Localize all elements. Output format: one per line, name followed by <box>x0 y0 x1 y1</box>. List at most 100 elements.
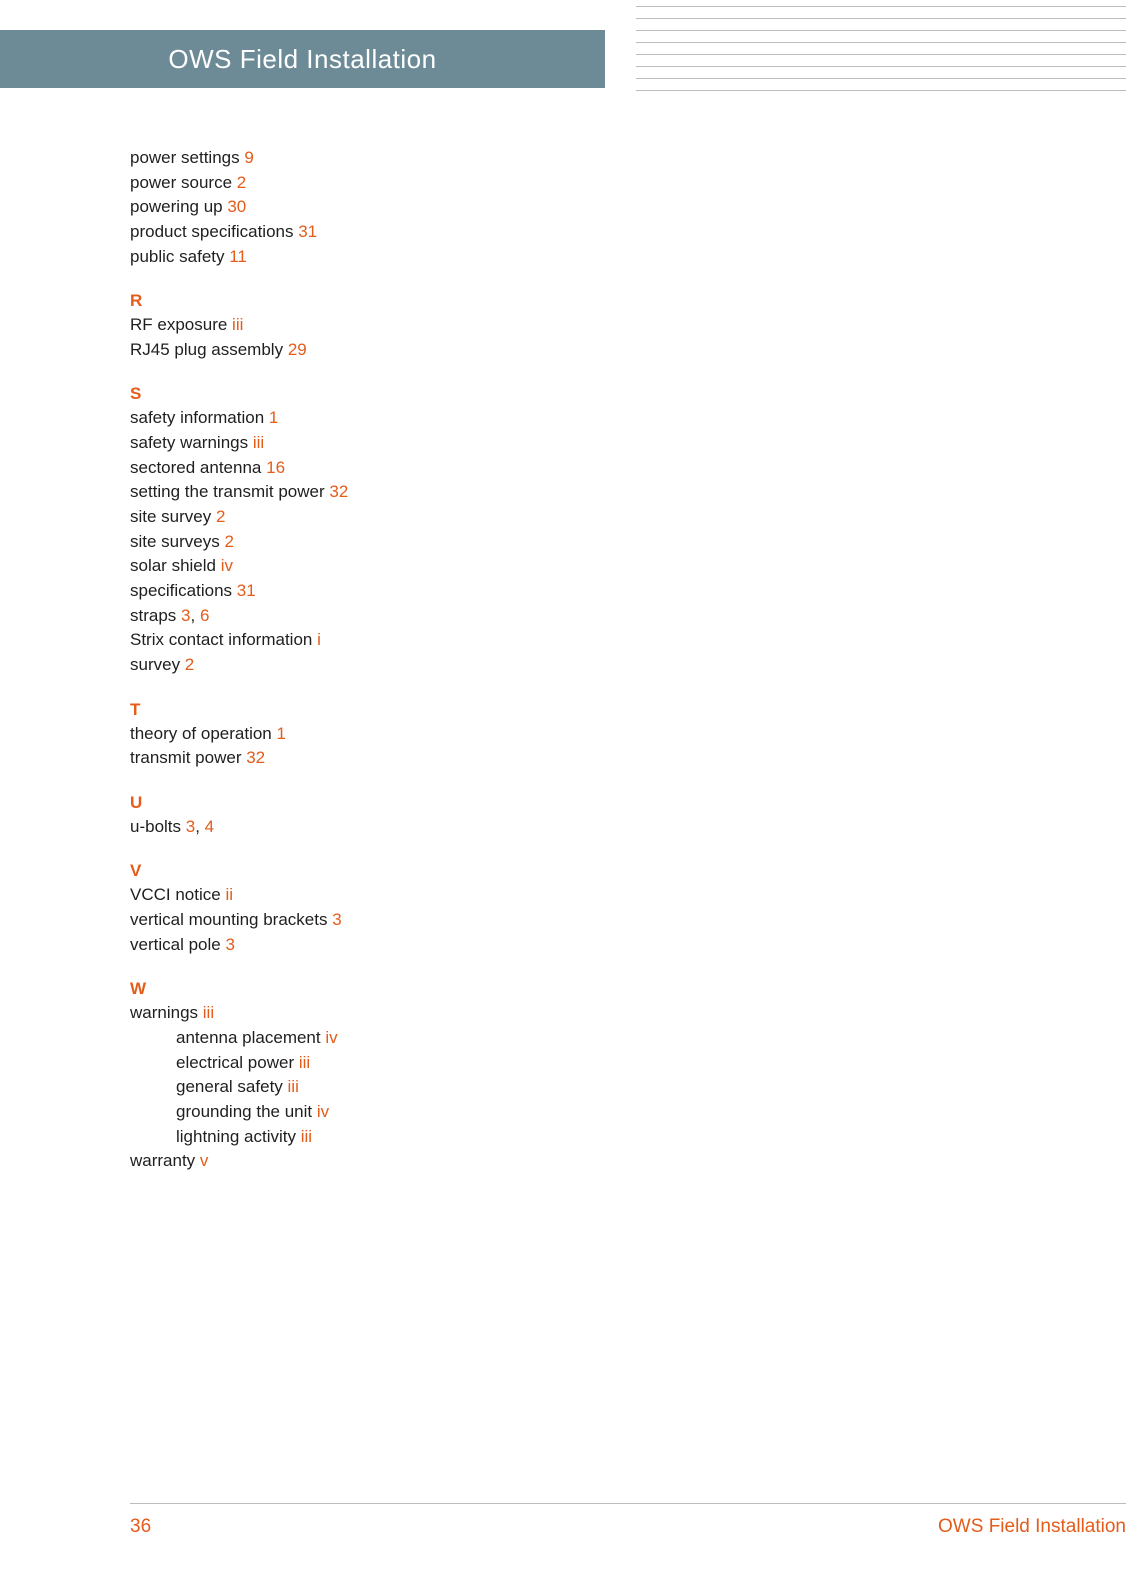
index-entry: specifications 31 <box>130 579 530 604</box>
index-page-ref[interactable]: 1 <box>276 724 285 743</box>
index-page-ref[interactable]: iv <box>317 1102 329 1121</box>
index-section-letter: V <box>130 861 530 881</box>
index-page-ref[interactable]: 3 <box>332 910 341 929</box>
index-section-letter: U <box>130 793 530 813</box>
index-page-ref[interactable]: 30 <box>227 197 246 216</box>
index-page-ref[interactable]: iii <box>203 1003 214 1022</box>
index-page-ref[interactable]: iv <box>325 1028 337 1047</box>
index-entry: VCCI notice ii <box>130 883 530 908</box>
index-entry-text: grounding the unit <box>176 1102 317 1121</box>
index-page-ref[interactable]: 32 <box>246 748 265 767</box>
index-entry: site surveys 2 <box>130 530 530 555</box>
index-page-ref[interactable]: 32 <box>329 482 348 501</box>
index-page-ref[interactable]: 2 <box>224 532 233 551</box>
index-page-ref[interactable]: iii <box>299 1053 310 1072</box>
index-entry-text: straps <box>130 606 181 625</box>
index-ref-separator: , <box>195 817 204 836</box>
footer-page-number: 36 <box>130 1516 151 1538</box>
decor-line <box>636 78 1126 79</box>
index-entry: general safety iii <box>176 1075 530 1100</box>
index-page-ref[interactable]: 31 <box>237 581 256 600</box>
index-page-ref[interactable]: iii <box>253 433 264 452</box>
index-entry: grounding the unit iv <box>176 1100 530 1125</box>
index-entry-text: RF exposure <box>130 315 232 334</box>
index-entry-text: warranty <box>130 1151 200 1170</box>
page-title: OWS Field Installation <box>168 44 436 75</box>
index-entry-text: vertical mounting brackets <box>130 910 332 929</box>
index-entry-text: u-bolts <box>130 817 186 836</box>
footer-title: OWS Field Installation <box>938 1516 1126 1538</box>
index-page-ref[interactable]: 3 <box>186 817 195 836</box>
index-page-ref[interactable]: 2 <box>237 173 246 192</box>
header-bar: OWS Field Installation <box>0 30 605 88</box>
index-page-ref[interactable]: 31 <box>298 222 317 241</box>
index-entry: RF exposure iii <box>130 313 530 338</box>
index-entry-text: solar shield <box>130 556 221 575</box>
index-page-ref[interactable]: 2 <box>216 507 225 526</box>
index-entry: lightning activity iii <box>176 1125 530 1150</box>
index-entry-text: sectored antenna <box>130 458 266 477</box>
index-entry: RJ45 plug assembly 29 <box>130 338 530 363</box>
index-entry-text: power settings <box>130 148 244 167</box>
index-page-ref[interactable]: i <box>317 630 321 649</box>
index-entry-text: powering up <box>130 197 227 216</box>
decor-line <box>636 42 1126 43</box>
index-page-ref[interactable]: iii <box>232 315 243 334</box>
index-entry: warranty v <box>130 1149 530 1174</box>
index-page-ref[interactable]: 2 <box>185 655 194 674</box>
decor-line <box>636 18 1126 19</box>
index-page-ref[interactable]: iii <box>301 1127 312 1146</box>
index-entry: product specifications 31 <box>130 220 530 245</box>
index-entry-text: lightning activity <box>176 1127 301 1146</box>
index-entry: setting the transmit power 32 <box>130 480 530 505</box>
index-entry: antenna placement iv <box>176 1026 530 1051</box>
index-entry: straps 3, 6 <box>130 604 530 629</box>
index-entry-text: safety warnings <box>130 433 253 452</box>
index-entry: sectored antenna 16 <box>130 456 530 481</box>
index-entry: safety information 1 <box>130 406 530 431</box>
footer-rule <box>130 1503 1126 1504</box>
index-page-ref[interactable]: iii <box>288 1077 299 1096</box>
index-entry-text: power source <box>130 173 237 192</box>
index-entry-text: safety information <box>130 408 269 427</box>
index-page-ref[interactable]: 1 <box>269 408 278 427</box>
index-entry: powering up 30 <box>130 195 530 220</box>
index-entry: power settings 9 <box>130 146 530 171</box>
index-entry: transmit power 32 <box>130 746 530 771</box>
index-page-ref[interactable]: 16 <box>266 458 285 477</box>
index-entry: power source 2 <box>130 171 530 196</box>
index-page-ref[interactable]: 6 <box>200 606 209 625</box>
index-entry: survey 2 <box>130 653 530 678</box>
index-page-ref[interactable]: 4 <box>205 817 214 836</box>
index-entry-text: antenna placement <box>176 1028 325 1047</box>
index-entry-text: site survey <box>130 507 216 526</box>
index-section-letter: R <box>130 291 530 311</box>
index-page-ref[interactable]: 11 <box>229 247 247 266</box>
index-page-ref[interactable]: v <box>200 1151 209 1170</box>
index-entry-text: survey <box>130 655 185 674</box>
index-ref-separator: , <box>191 606 200 625</box>
index-entry-text: transmit power <box>130 748 246 767</box>
index-entry-text: product specifications <box>130 222 298 241</box>
index-entry: vertical pole 3 <box>130 933 530 958</box>
decor-lines <box>636 6 1126 102</box>
index-entry-text: theory of operation <box>130 724 276 743</box>
index-page-ref[interactable]: 29 <box>288 340 307 359</box>
decor-line <box>636 30 1126 31</box>
index-page-ref[interactable]: 3 <box>225 935 234 954</box>
index-section-letter: W <box>130 979 530 999</box>
index-page-ref[interactable]: 3 <box>181 606 190 625</box>
index-page-ref[interactable]: iv <box>221 556 233 575</box>
decor-line <box>636 90 1126 91</box>
index-page-ref[interactable]: ii <box>225 885 233 904</box>
index-page-ref[interactable]: 9 <box>244 148 253 167</box>
index-entry-text: general safety <box>176 1077 288 1096</box>
index-entry-text: Strix contact information <box>130 630 317 649</box>
decor-line <box>636 6 1126 7</box>
index-entry: Strix contact information i <box>130 628 530 653</box>
index-entry-text: specifications <box>130 581 237 600</box>
index-section-letter: T <box>130 700 530 720</box>
index-entry-text: electrical power <box>176 1053 299 1072</box>
index-entry: warnings iii <box>130 1001 530 1026</box>
index-entry-text: VCCI notice <box>130 885 225 904</box>
